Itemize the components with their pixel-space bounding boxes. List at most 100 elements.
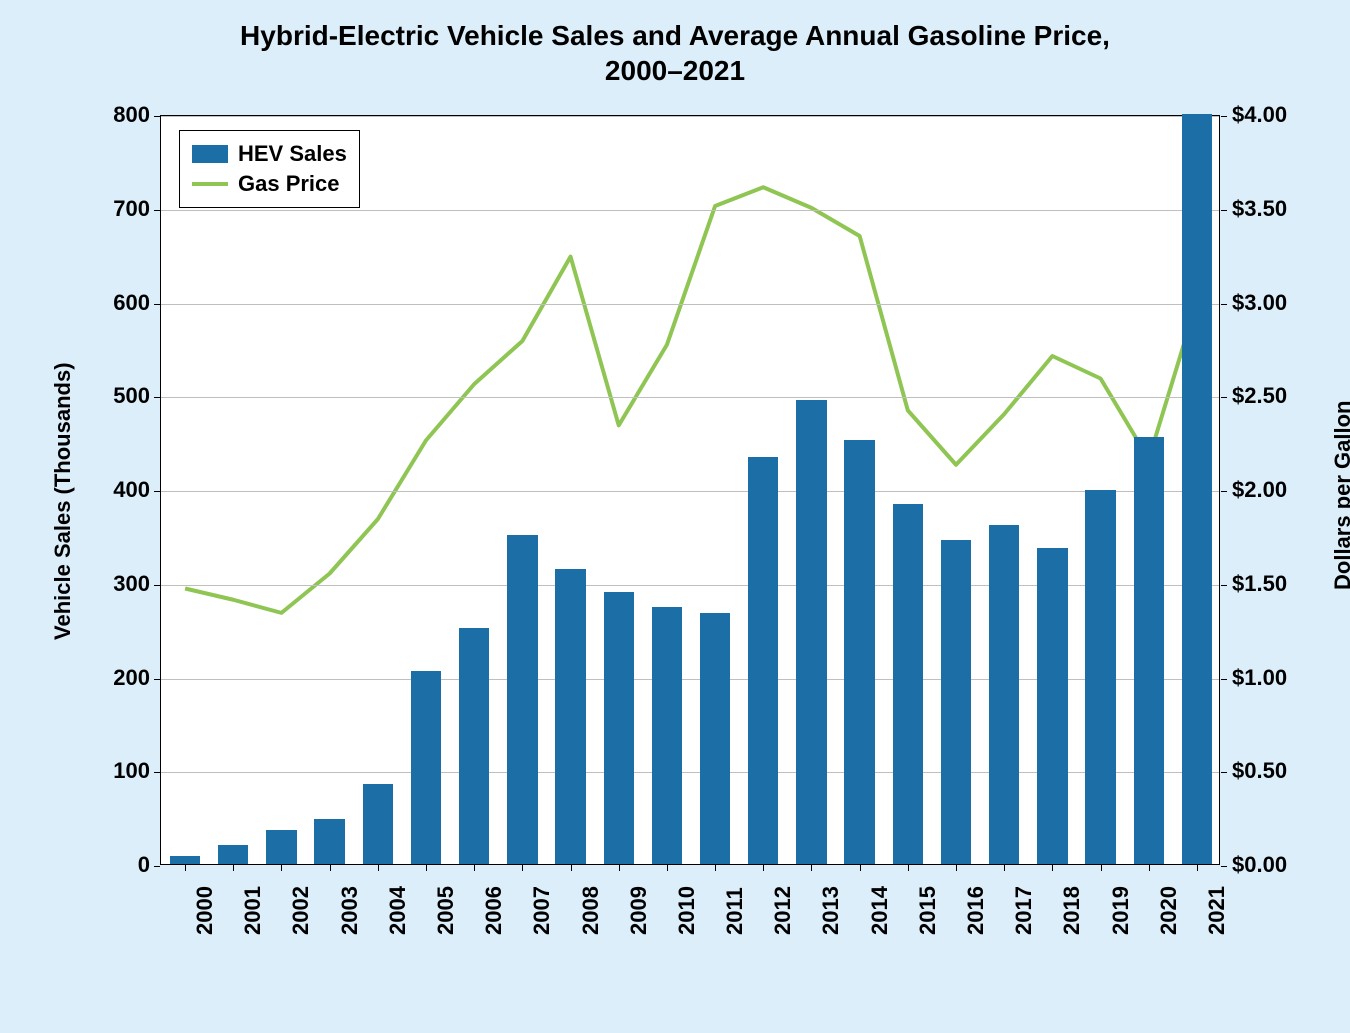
x-tick-label: 2021	[1204, 886, 1230, 935]
bar	[1134, 437, 1164, 864]
x-tick-label: 2001	[240, 886, 266, 935]
bar	[748, 457, 778, 864]
y-left-tick	[154, 772, 160, 773]
grid-line	[161, 304, 1219, 305]
x-tick	[1004, 865, 1005, 871]
x-tick	[1101, 865, 1102, 871]
y-left-tick-label: 100	[80, 758, 150, 784]
x-tick	[281, 865, 282, 871]
y-right-tick	[1221, 491, 1227, 492]
y-right-tick	[1221, 585, 1227, 586]
y-left-tick-label: 600	[80, 290, 150, 316]
x-tick	[330, 865, 331, 871]
x-tick-label: 2019	[1108, 886, 1134, 935]
x-tick	[233, 865, 234, 871]
bar	[604, 592, 634, 864]
x-tick-label: 2008	[578, 886, 604, 935]
bar	[266, 830, 296, 864]
y-right-tick-label: $1.50	[1232, 571, 1287, 597]
y-left-tick	[154, 866, 160, 867]
x-tick	[619, 865, 620, 871]
y-right-tick	[1221, 304, 1227, 305]
y-left-tick	[154, 304, 160, 305]
bar	[893, 504, 923, 864]
y-right-tick	[1221, 397, 1227, 398]
x-tick	[1197, 865, 1198, 871]
x-tick-label: 2009	[626, 886, 652, 935]
y-right-tick	[1221, 679, 1227, 680]
y-left-tick	[154, 116, 160, 117]
x-tick	[426, 865, 427, 871]
legend-label: Gas Price	[238, 171, 340, 197]
x-tick	[715, 865, 716, 871]
y-right-tick-label: $2.00	[1232, 477, 1287, 503]
legend-label: HEV Sales	[238, 141, 347, 167]
grid-line	[161, 210, 1219, 211]
x-tick-label: 2014	[867, 886, 893, 935]
bar	[700, 613, 730, 864]
y-left-tick-label: 700	[80, 196, 150, 222]
y-right-tick-label: $3.00	[1232, 290, 1287, 316]
x-tick-label: 2013	[818, 886, 844, 935]
bar	[218, 845, 248, 864]
x-tick-label: 2010	[674, 886, 700, 935]
x-tick-label: 2000	[192, 886, 218, 935]
x-tick	[811, 865, 812, 871]
y-right-tick-label: $4.00	[1232, 102, 1287, 128]
legend-item: HEV Sales	[192, 139, 347, 169]
bar	[170, 856, 200, 864]
y-left-tick-label: 0	[80, 852, 150, 878]
x-tick	[763, 865, 764, 871]
x-tick	[378, 865, 379, 871]
x-tick-label: 2006	[481, 886, 507, 935]
y-left-tick-label: 300	[80, 571, 150, 597]
plot-area: HEV Sales Gas Price	[160, 115, 1220, 865]
bar	[314, 819, 344, 864]
chart-title: Hybrid-Electric Vehicle Sales and Averag…	[0, 0, 1350, 88]
y-right-tick-label: $0.00	[1232, 852, 1287, 878]
x-tick	[522, 865, 523, 871]
x-tick-label: 2007	[529, 886, 555, 935]
legend-swatch-bar	[192, 145, 228, 163]
bar	[652, 607, 682, 864]
y-left-tick-label: 500	[80, 383, 150, 409]
y-right-tick-label: $1.00	[1232, 665, 1287, 691]
bar	[363, 784, 393, 864]
y-left-tick-label: 800	[80, 102, 150, 128]
x-tick-label: 2012	[770, 886, 796, 935]
x-tick	[571, 865, 572, 871]
grid-line	[161, 116, 1219, 117]
bar	[1182, 114, 1212, 864]
x-tick	[185, 865, 186, 871]
y-left-tick	[154, 585, 160, 586]
bar	[941, 540, 971, 864]
x-tick	[908, 865, 909, 871]
x-tick	[1149, 865, 1150, 871]
y-left-tick-label: 400	[80, 477, 150, 503]
chart-page: Hybrid-Electric Vehicle Sales and Averag…	[0, 0, 1350, 1033]
y-right-tick	[1221, 772, 1227, 773]
y-left-tick	[154, 679, 160, 680]
x-tick-label: 2003	[337, 886, 363, 935]
bar	[411, 671, 441, 864]
x-tick-label: 2011	[722, 887, 748, 935]
y-right-tick	[1221, 116, 1227, 117]
legend-swatch-line	[192, 182, 228, 186]
y-left-tick	[154, 491, 160, 492]
y-right-axis-title: Dollars per Gallon	[1330, 401, 1350, 591]
legend: HEV Sales Gas Price	[179, 130, 360, 208]
x-tick-label: 2005	[433, 886, 459, 935]
bar	[507, 535, 537, 864]
bar	[1085, 490, 1115, 864]
y-right-tick	[1221, 866, 1227, 867]
grid-line	[161, 397, 1219, 398]
y-right-tick	[1221, 210, 1227, 211]
y-left-tick-label: 200	[80, 665, 150, 691]
bar	[1037, 548, 1067, 864]
x-tick-label: 2015	[915, 886, 941, 935]
x-tick	[956, 865, 957, 871]
x-tick	[667, 865, 668, 871]
x-tick-label: 2020	[1156, 886, 1182, 935]
bar	[555, 569, 585, 864]
x-tick	[474, 865, 475, 871]
